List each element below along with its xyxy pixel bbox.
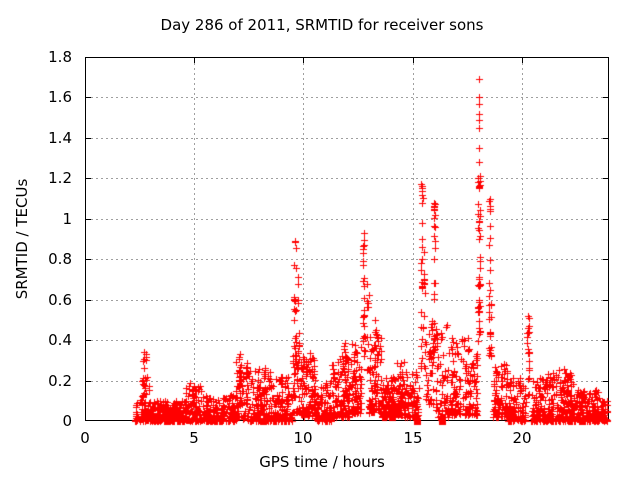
- scatter-points-canvas: [0, 0, 640, 480]
- gnuplot-figure: Day 286 of 2011, SRMTID for receiver son…: [0, 0, 640, 480]
